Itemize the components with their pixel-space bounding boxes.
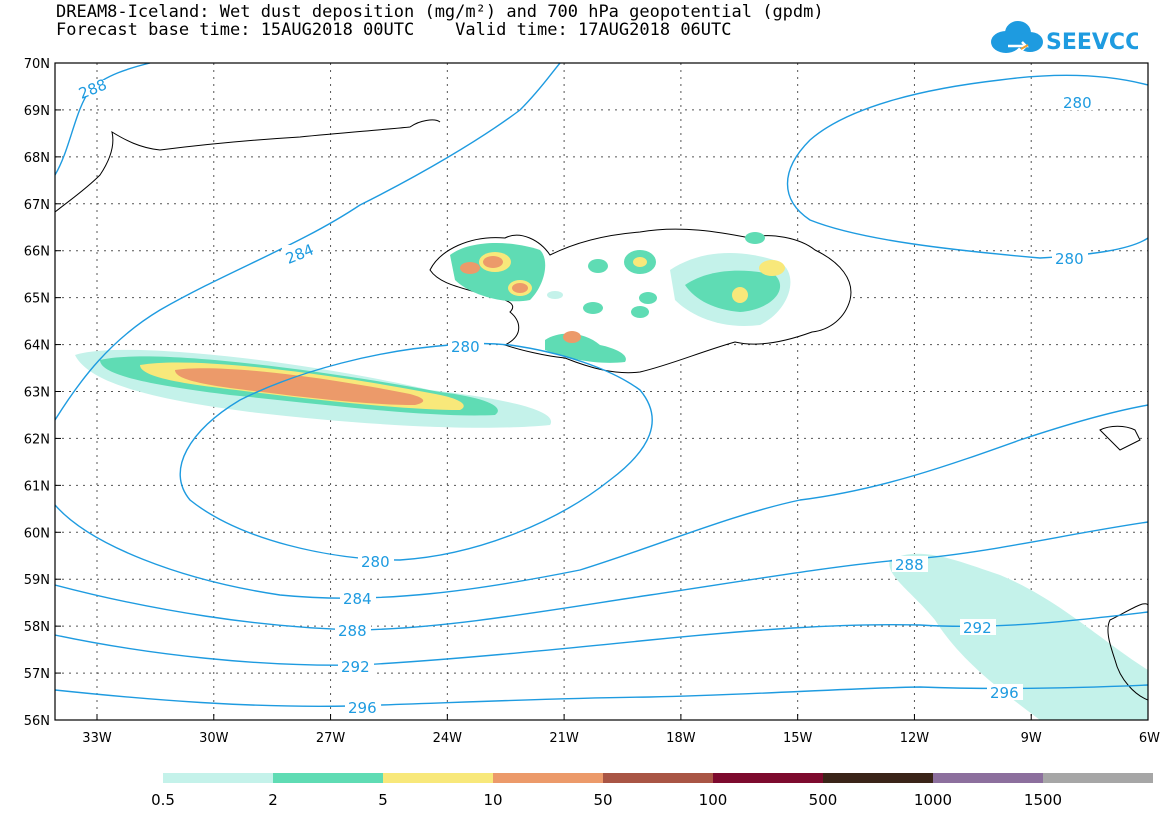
contour-label: 280	[361, 553, 390, 571]
colorbar-swatch	[273, 773, 383, 783]
longitude-label: 30W	[199, 731, 229, 746]
latitude-label: 68N	[24, 151, 50, 166]
latitude-label: 57N	[24, 667, 50, 682]
colorbar-swatch	[933, 773, 1043, 783]
dust-plume-southwest	[75, 349, 552, 428]
greenland-coastline	[55, 119, 441, 213]
contour-label: 288	[895, 556, 924, 574]
map-title: DREAM8-Iceland: Wet dust deposition (mg/…	[56, 2, 824, 22]
colorbar-label: 1500	[1024, 791, 1062, 809]
faroe-islands-coastline	[1099, 425, 1141, 451]
contour-288-south	[55, 521, 1148, 631]
contour-label: 284	[283, 240, 316, 267]
colorbar-swatch	[163, 773, 273, 783]
latitude-label: 66N	[24, 245, 50, 260]
longitude-label: 15W	[783, 731, 813, 746]
cloud-logo-icon	[991, 21, 1043, 53]
contour-280-northeast	[786, 74, 1148, 259]
contour-label: 284	[343, 590, 372, 608]
colorbar-legend: 0.5 2 5 10 50 100 500 1000 1500	[151, 773, 1153, 809]
contour-label: 280	[1055, 250, 1084, 268]
latitude-label: 59N	[24, 573, 50, 588]
contour-label: 292	[963, 619, 992, 637]
contour-label: 292	[341, 658, 370, 676]
scotland-coastline	[1107, 603, 1148, 701]
latitude-label: 70N	[24, 57, 50, 72]
latitude-label: 64N	[24, 339, 50, 354]
latitude-label: 69N	[24, 104, 50, 119]
colorbar-swatch	[1043, 773, 1153, 783]
logo-text: SEEVCCC	[1046, 30, 1138, 55]
colorbar-label: 100	[699, 791, 728, 809]
contour-label: 288	[338, 622, 367, 640]
colorbar-swatch	[493, 773, 603, 783]
longitude-label: 33W	[82, 731, 112, 746]
contour-296	[55, 684, 1148, 708]
contour-label: 280	[1063, 94, 1092, 112]
longitude-label: 12W	[900, 731, 930, 746]
longitude-label: 21W	[549, 731, 579, 746]
latitude-label: 60N	[24, 526, 50, 541]
latitude-label: 56N	[24, 714, 50, 729]
contour-284-south	[55, 404, 1148, 599]
colorbar-label: 0.5	[151, 791, 175, 809]
latitude-label: 58N	[24, 620, 50, 635]
contour-284-northwest	[55, 63, 561, 421]
longitude-label: 27W	[316, 731, 346, 746]
colorbar-label: 2	[268, 791, 278, 809]
dust-blobs-iceland	[450, 232, 791, 363]
dust-band-southeast	[889, 553, 1148, 720]
contour-label: 280	[451, 338, 480, 356]
contour-label: 296	[990, 684, 1019, 702]
longitude-label: 6W	[1139, 731, 1160, 746]
longitude-label: 24W	[433, 731, 463, 746]
colorbar-label: 1000	[914, 791, 952, 809]
map-subtitle: Forecast base time: 15AUG2018 00UTC Vali…	[56, 20, 732, 40]
seevccc-logo: SEEVCCC	[991, 21, 1138, 55]
latitude-label: 62N	[24, 432, 50, 447]
geopotential-contours	[55, 63, 1148, 708]
longitude-label: 18W	[666, 731, 696, 746]
colorbar-swatch	[713, 773, 823, 783]
colorbar-label: 50	[593, 791, 612, 809]
colorbar-label: 10	[483, 791, 502, 809]
colorbar-label: 500	[809, 791, 838, 809]
colorbar-swatch	[823, 773, 933, 783]
colorbar-swatch	[383, 773, 493, 783]
latitude-label: 67N	[24, 198, 50, 213]
latitude-label: 61N	[24, 479, 50, 494]
contour-280-southwest	[179, 342, 653, 561]
colorbar-swatch	[603, 773, 713, 783]
contour-label: 296	[348, 699, 377, 717]
longitude-label: 9W	[1021, 731, 1042, 746]
latitude-label: 65N	[24, 292, 50, 307]
colorbar-label: 5	[378, 791, 388, 809]
latitude-label: 63N	[24, 386, 50, 401]
